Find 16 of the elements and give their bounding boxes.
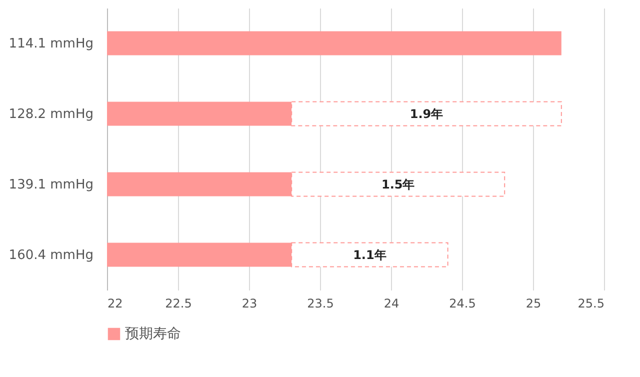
y-tick-label: 160.4 mmHg	[8, 248, 94, 263]
x-tick-label: 25	[526, 296, 542, 310]
x-tick-label: 23	[242, 296, 258, 310]
y-tick-label: 139.1 mmHg	[8, 177, 94, 192]
x-tick-label: 22.5	[165, 296, 192, 310]
x-tick-label: 22	[108, 296, 123, 310]
y-tick-label: 114.1 mmHg	[8, 36, 94, 52]
legend-label: 预期寿命	[125, 326, 181, 342]
x-tick-label: 24.5	[449, 296, 476, 310]
x-tick-label: 23.5	[307, 296, 334, 310]
data-label: 1.1年	[353, 248, 386, 262]
x-tick-label: 25.5	[578, 296, 604, 310]
data-label: 1.5年	[381, 177, 415, 192]
x-tick-label: 24	[384, 296, 400, 310]
y-tick-label: 128.2 mmHg	[8, 106, 94, 122]
data-label: 1.9年	[410, 106, 444, 121]
